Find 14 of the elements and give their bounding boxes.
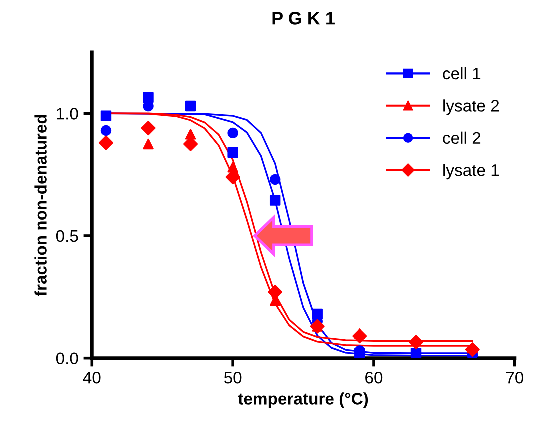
legend-label: cell 1 [443, 67, 481, 80]
x-tick-label: 40 [83, 372, 101, 384]
x-axis-title: temperature (°C) [238, 392, 368, 408]
legend-label: lysate 1 [444, 164, 500, 180]
y-axis-title: fraction non-denatured [34, 115, 47, 296]
legend-label: cell 2 [443, 132, 481, 144]
x-tick-label: 60 [366, 372, 383, 384]
x-tick-label: 50 [224, 372, 242, 384]
x-tick-label: 70 [506, 372, 524, 384]
y-tick-label: 1.0 [57, 108, 78, 120]
y-tick-label: 0.0 [56, 352, 78, 365]
y-tick-label: 0.5 [56, 230, 78, 242]
chart-title: P G K 1 [272, 12, 335, 25]
legend-label: lysate 2 [444, 100, 500, 116]
